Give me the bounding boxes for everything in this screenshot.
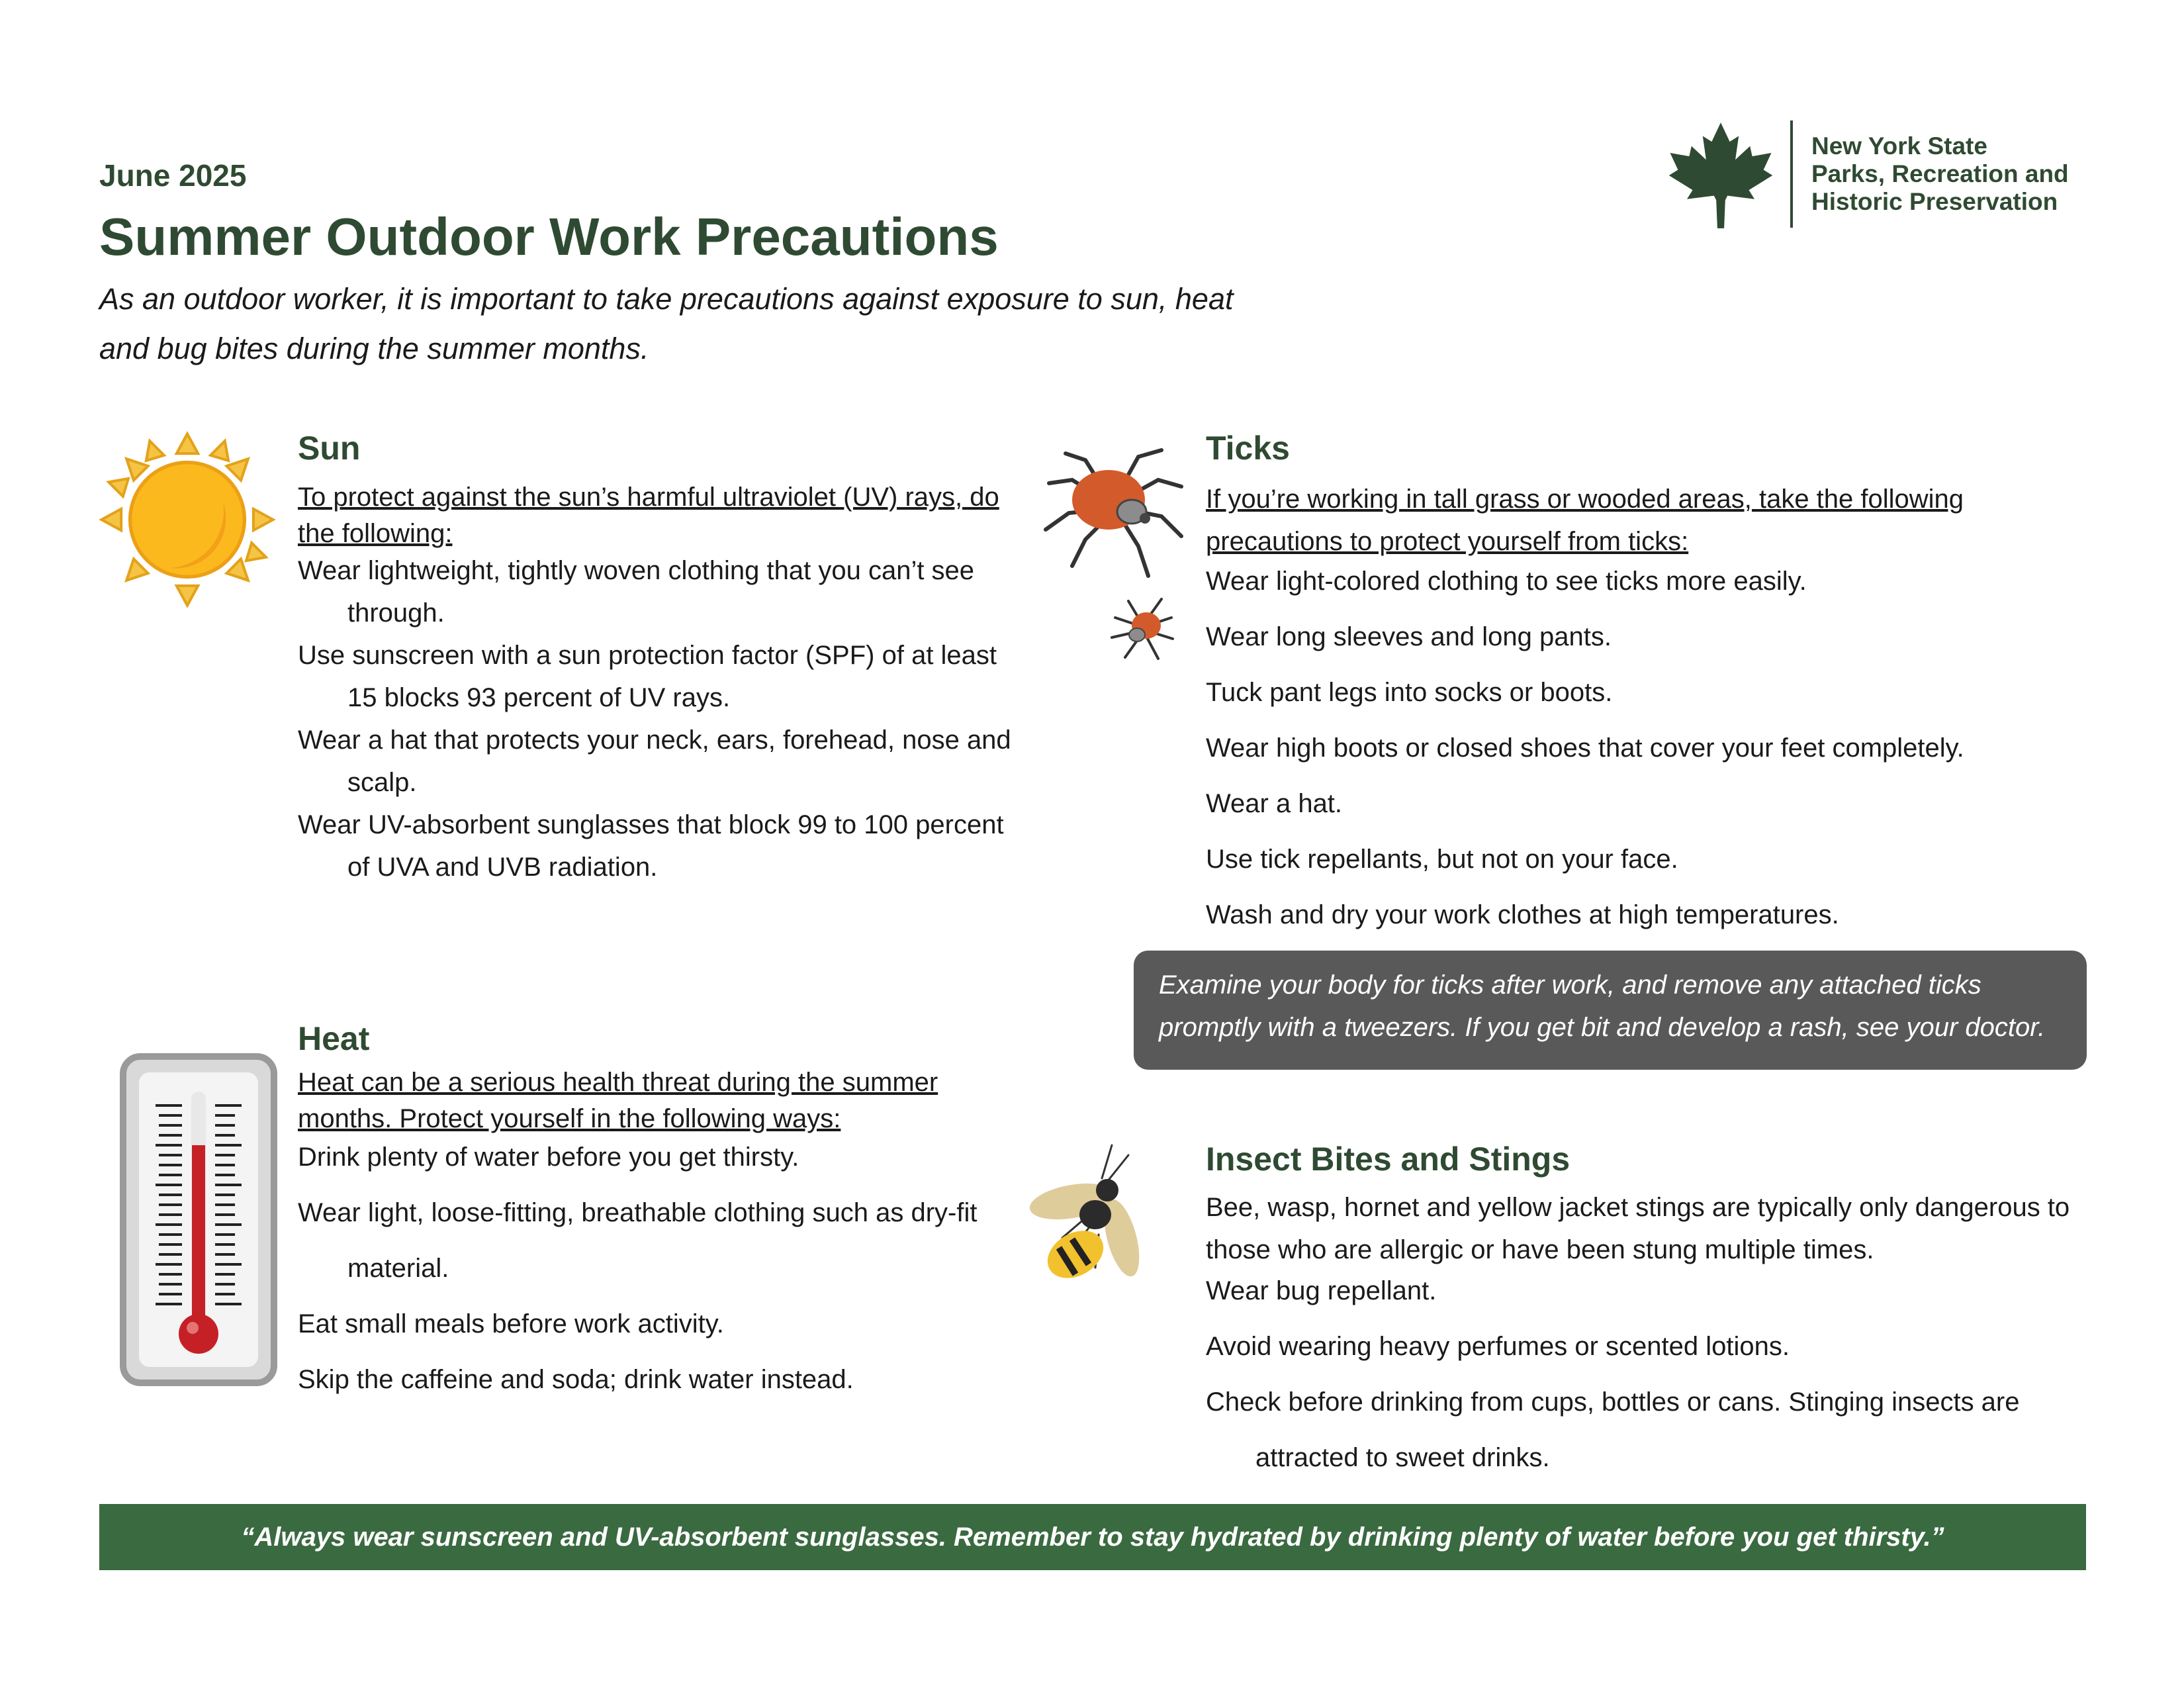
ticks-list: Wear light-colored clothing to see ticks… [1206, 560, 2066, 949]
ticks-callout: Examine your body for ticks after work, … [1134, 951, 2087, 1070]
list-item: Tuck pant legs into socks or boots. [1206, 678, 1613, 707]
insects-lead: Bee, wasp, hornet and yellow jacket stin… [1206, 1193, 2070, 1264]
list-item: Use sunscreen with a sun protection fact… [298, 641, 997, 712]
list-item: Wash and dry your work clothes at high t… [1206, 900, 1839, 929]
list-item: Wear UV-absorbent sunglasses that block … [298, 810, 1004, 882]
logo-divider [1790, 120, 1793, 228]
page-title: Summer Outdoor Work Precautions [99, 207, 999, 266]
list-item: Check before drinking from cups, bottles… [1206, 1387, 2020, 1472]
list-item: Drink plenty of water before you get thi… [298, 1143, 799, 1172]
footer-quote: “Always wear sunscreen and UV-absorbent … [241, 1522, 1944, 1552]
footer-banner: “Always wear sunscreen and UV-absorbent … [99, 1504, 2086, 1570]
list-item: Avoid wearing heavy perfumes or scented … [1206, 1332, 1790, 1361]
wasp-icon [1023, 1139, 1155, 1311]
tick-icon [1039, 440, 1191, 586]
insects-list: Wear bug repellant. Avoid wearing heavy … [1206, 1263, 2079, 1485]
list-item: Wear a hat that protects your neck, ears… [298, 726, 1011, 797]
list-item: Wear high boots or closed shoes that cov… [1206, 733, 1964, 763]
ticks-title: Ticks [1206, 430, 1290, 467]
sun-title: Sun [298, 430, 361, 467]
list-item: Use tick repellants, but not on your fac… [1206, 845, 1678, 874]
list-item: Wear lightweight, tightly woven clothing… [298, 556, 975, 628]
list-item: Wear light, loose-fitting, breathable cl… [298, 1198, 978, 1283]
list-item: Wear light-colored clothing to see ticks… [1206, 567, 1807, 596]
ticks-lead: If you’re working in tall grass or woode… [1206, 485, 1964, 556]
thermometer-icon [119, 1053, 278, 1387]
heat-list: Drink plenty of water before you get thi… [298, 1129, 1026, 1407]
sun-list: Wear lightweight, tightly woven clothing… [298, 549, 1026, 888]
small-tick-icon [1105, 591, 1178, 664]
date-label: June 2025 [99, 158, 247, 193]
list-item: Wear long sleeves and long pants. [1206, 622, 1612, 651]
sun-icon [98, 430, 277, 609]
list-item: Wear a hat. [1206, 789, 1343, 818]
list-item: Wear bug repellant. [1206, 1276, 1437, 1305]
maple-leaf-icon [1664, 119, 1777, 232]
heat-title: Heat [298, 1020, 370, 1057]
list-item: Skip the caffeine and soda; drink water … [298, 1365, 854, 1394]
list-item: Eat small meals before work activity. [298, 1309, 724, 1338]
heat-lead: Heat can be a serious health threat duri… [298, 1068, 938, 1133]
intro-text: As an outdoor worker, it is important to… [99, 282, 1234, 365]
logo-text: New York State Parks, Recreation and His… [1811, 132, 2069, 215]
sun-lead: To protect against the sun’s harmful ult… [298, 483, 999, 548]
insects-title: Insect Bites and Stings [1206, 1141, 1570, 1178]
agency-logo: New York State Parks, Recreation and His… [1664, 119, 2088, 232]
